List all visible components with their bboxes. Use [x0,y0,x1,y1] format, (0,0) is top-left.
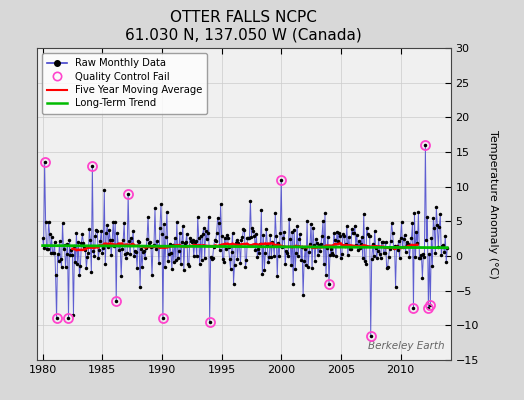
Y-axis label: Temperature Anomaly (°C): Temperature Anomaly (°C) [488,130,498,278]
Legend: Raw Monthly Data, Quality Control Fail, Five Year Moving Average, Long-Term Tren: Raw Monthly Data, Quality Control Fail, … [42,53,207,114]
Text: Berkeley Earth: Berkeley Earth [368,341,444,351]
Title: OTTER FALLS NCPC
61.030 N, 137.050 W (Canada): OTTER FALLS NCPC 61.030 N, 137.050 W (Ca… [125,10,362,43]
